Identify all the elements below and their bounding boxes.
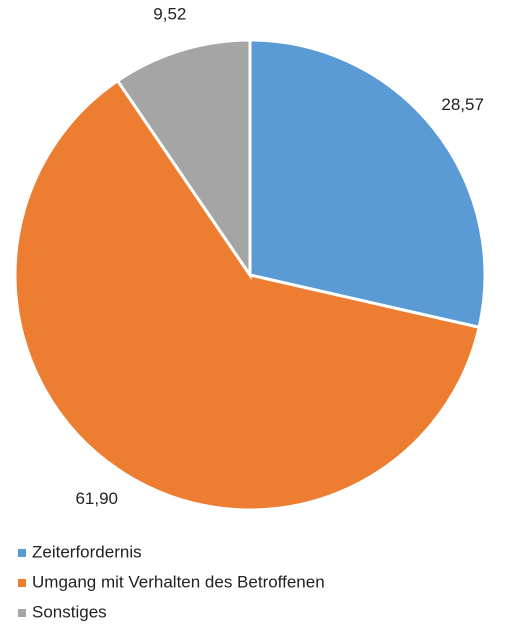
pie-slice bbox=[13, 78, 481, 512]
legend-marker bbox=[18, 549, 26, 557]
legend-label: Sonstiges bbox=[32, 602, 107, 621]
legend-label: Umgang mit Verhalten des Betroffenen bbox=[32, 572, 325, 591]
legend-marker bbox=[18, 579, 26, 587]
data-label: 61,90 bbox=[75, 489, 118, 508]
data-label: 9,52 bbox=[153, 5, 186, 24]
data-label: 28,57 bbox=[441, 95, 484, 114]
pie-slice bbox=[248, 38, 487, 330]
pie-slice bbox=[115, 38, 252, 280]
legend-label: Zeiterfordernis bbox=[32, 542, 142, 561]
legend-marker bbox=[18, 609, 26, 617]
